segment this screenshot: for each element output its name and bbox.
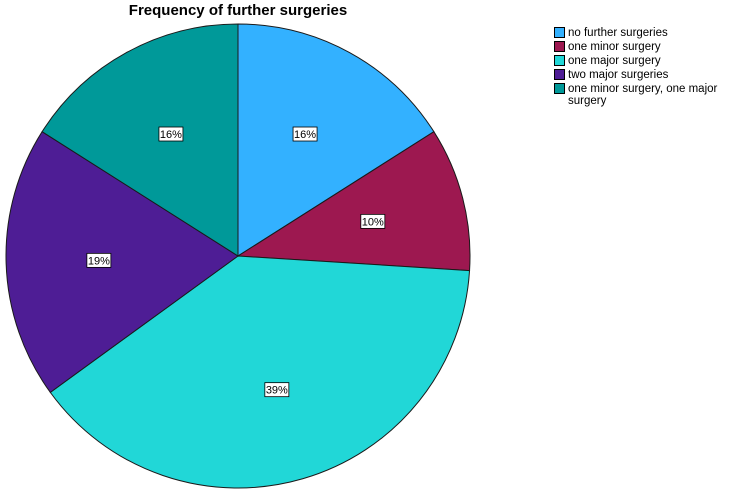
- svg-text:19%: 19%: [88, 255, 110, 267]
- legend-label-0: no further surgeries: [568, 27, 668, 39]
- pie-slice-4: [41, 23, 239, 257]
- pie-slice-1: [236, 130, 471, 272]
- legend-label-3: two major surgeries: [568, 69, 669, 81]
- pie-slice-3: [5, 130, 239, 394]
- legend-swatch-4: [554, 83, 565, 94]
- pie-data-label-1: 10%: [360, 213, 386, 229]
- pie-data-labels: 16% 10% 39% 19% 16%: [86, 126, 386, 398]
- legend-item-2: one major surgery: [554, 55, 739, 67]
- legend-label-4: one minor surgery, one major surgery: [568, 83, 718, 107]
- legend-swatch-0: [554, 27, 565, 38]
- pie-slice-2: [49, 255, 471, 489]
- chart-title: Frequency of further surgeries: [128, 2, 348, 19]
- pie-data-label-2: 39%: [264, 382, 290, 398]
- legend-label-2: one major surgery: [568, 55, 661, 67]
- pie-data-label-0: 16%: [292, 126, 318, 142]
- legend: no further surgeries one minor surgery one…: [554, 27, 739, 109]
- legend-swatch-1: [554, 41, 565, 52]
- svg-text:16%: 16%: [160, 129, 182, 141]
- legend-item-0: no further surgeries: [554, 27, 739, 39]
- pie-data-label-3: 19%: [86, 252, 112, 268]
- pie-slice-0: [237, 23, 435, 257]
- legend-swatch-2: [554, 55, 565, 66]
- legend-item-3: two major surgeries: [554, 69, 739, 81]
- pie-slices: [5, 23, 471, 489]
- legend-item-4: one minor surgery, one major surgery: [554, 83, 739, 107]
- legend-label-1: one minor surgery: [568, 41, 661, 53]
- svg-text:39%: 39%: [266, 385, 288, 397]
- legend-item-1: one minor surgery: [554, 41, 739, 53]
- svg-text:16%: 16%: [294, 129, 316, 141]
- svg-text:10%: 10%: [362, 216, 384, 228]
- legend-swatch-3: [554, 69, 565, 80]
- pie-data-label-4: 16%: [158, 126, 184, 142]
